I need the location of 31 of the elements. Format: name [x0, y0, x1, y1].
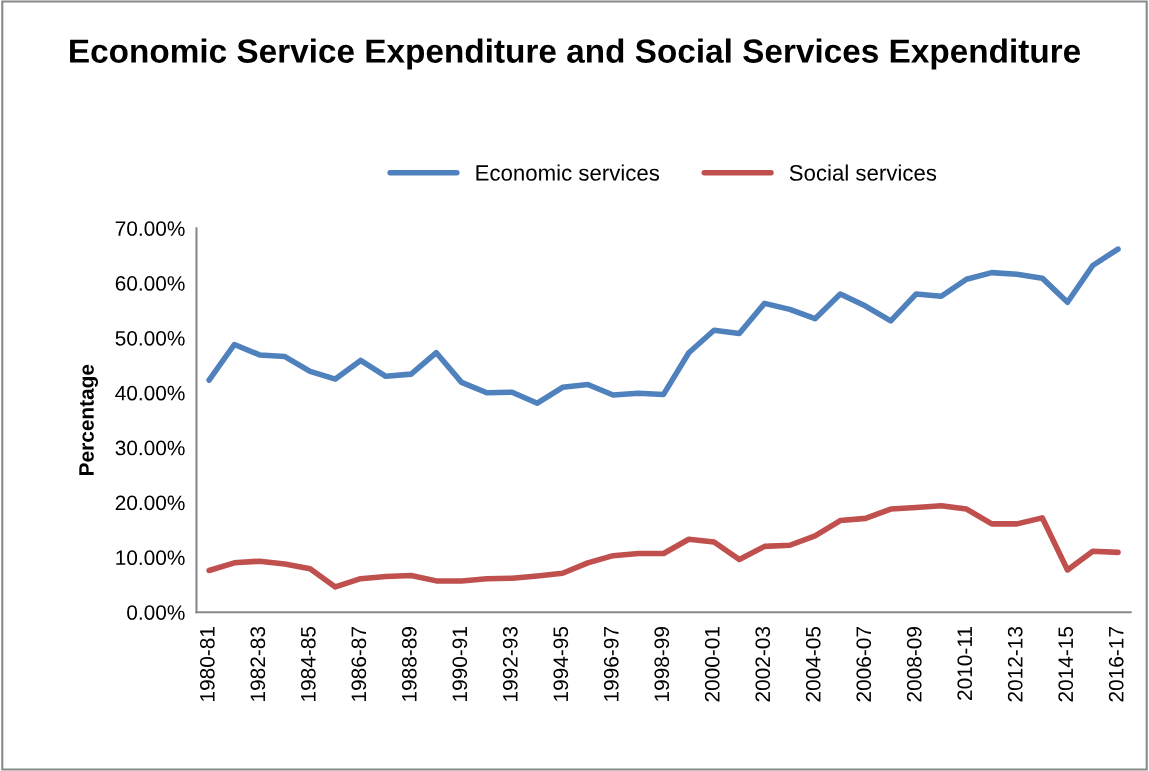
x-tick-label: 2006-07: [856, 627, 872, 702]
legend-label: Social services: [789, 164, 937, 181]
x-tick-label: 2012-13: [1007, 626, 1023, 702]
x-tick-label: 2002-03: [755, 626, 771, 702]
x-tick-label: 1986-87: [351, 627, 367, 701]
y-tick-label: 60.00%: [115, 276, 185, 291]
chart-title: Economic Service Expenditure and Social Services Expenditure: [70, 38, 1081, 70]
x-tick-label: 2004-05: [805, 626, 821, 702]
y-axis-title: Percentage: [79, 364, 99, 475]
x-tick-label: 1984-85: [300, 626, 316, 701]
x-tick-label: 2010-11: [957, 627, 973, 700]
x-tick-label: 1998-99: [654, 627, 670, 701]
x-tick-label: 1982-83: [250, 626, 266, 701]
x-tick-label: 2008-09: [906, 627, 922, 702]
y-tick-label: 70.00%: [115, 221, 185, 236]
x-tick-label: 2000-01: [704, 627, 720, 702]
y-tick-label: 20.00%: [115, 495, 185, 511]
x-tick-label: 1992-93: [502, 626, 518, 701]
x-tick-label: 2016-17: [1108, 627, 1124, 702]
x-tick-label: 1988-89: [401, 627, 417, 701]
y-tick-label: 0.00%: [127, 605, 185, 620]
y-tick-label: 30.00%: [115, 440, 185, 456]
y-tick-label: 40.00%: [115, 385, 185, 401]
x-tick-label: 2014-15: [1058, 626, 1074, 702]
x-tick-label: 1980-81: [199, 627, 215, 701]
legend-label: Economic services: [476, 164, 660, 181]
y-tick-label: 50.00%: [115, 330, 185, 346]
x-tick-label: 1990-91: [452, 627, 468, 701]
x-tick-label: 1994-95: [553, 626, 569, 701]
x-tick-label: 1996-97: [603, 627, 619, 701]
y-tick-label: 10.00%: [116, 550, 185, 566]
